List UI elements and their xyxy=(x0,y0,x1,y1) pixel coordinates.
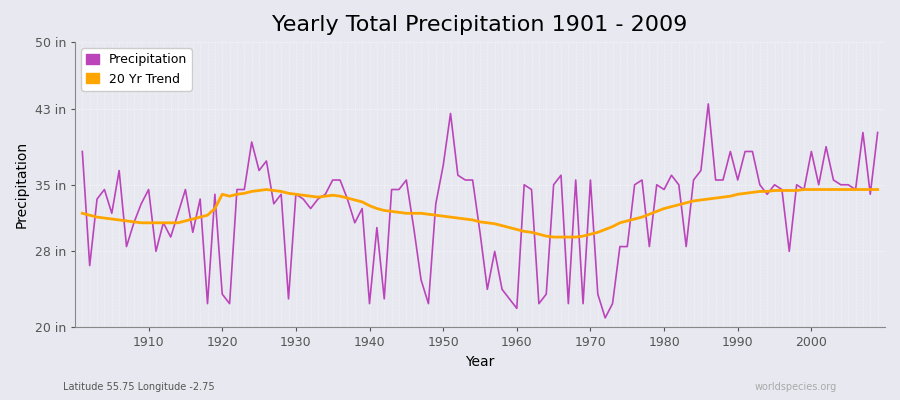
Precipitation xyxy=(76,149,87,154)
Title: Yearly Total Precipitation 1901 - 2009: Yearly Total Precipitation 1901 - 2009 xyxy=(273,15,688,35)
Precipitation xyxy=(703,102,714,106)
20 Yr Trend xyxy=(548,235,559,240)
20 Yr Trend xyxy=(349,198,360,202)
Legend: Precipitation, 20 Yr Trend: Precipitation, 20 Yr Trend xyxy=(81,48,192,91)
20 Yr Trend xyxy=(261,187,272,192)
Line: 20 Yr Trend: 20 Yr Trend xyxy=(82,190,878,237)
20 Yr Trend xyxy=(518,229,529,234)
Precipitation xyxy=(608,301,618,306)
Precipitation xyxy=(342,197,353,202)
20 Yr Trend xyxy=(136,220,147,225)
Precipitation xyxy=(599,316,610,320)
Text: worldspecies.org: worldspecies.org xyxy=(755,382,837,392)
20 Yr Trend xyxy=(305,194,316,198)
Text: Latitude 55.75 Longitude -2.75: Latitude 55.75 Longitude -2.75 xyxy=(63,382,214,392)
20 Yr Trend xyxy=(872,187,883,192)
Precipitation xyxy=(511,306,522,311)
20 Yr Trend xyxy=(615,220,626,225)
Line: Precipitation: Precipitation xyxy=(82,104,878,318)
Y-axis label: Precipitation: Precipitation xyxy=(15,141,29,228)
Precipitation xyxy=(872,130,883,135)
20 Yr Trend xyxy=(76,211,87,216)
Precipitation xyxy=(136,201,147,206)
20 Yr Trend xyxy=(511,227,522,232)
X-axis label: Year: Year xyxy=(465,355,495,369)
Precipitation xyxy=(504,296,515,301)
Precipitation xyxy=(298,197,309,202)
